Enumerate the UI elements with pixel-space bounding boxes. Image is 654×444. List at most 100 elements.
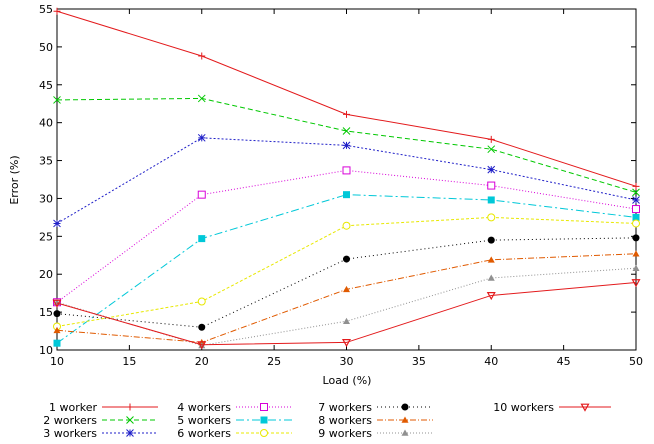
legend-entry: 3 workers [43,427,158,440]
y-tick-label: 35 [39,155,53,168]
legend-label: 7 workers [318,401,372,414]
data-point [632,182,640,190]
legend-entry: 6 workers [177,427,292,440]
x-axis-label: Load (%) [323,374,372,387]
data-point [342,221,351,230]
legend-label: 1 worker [49,401,97,414]
y-tick-label: 25 [39,230,53,243]
series-line [56,194,637,344]
data-point [342,141,351,150]
series-line [56,10,637,187]
series-6 [53,213,640,331]
legend-marker [260,416,268,424]
data-point [487,196,495,204]
series-8 [53,250,640,346]
series-2 [53,94,640,197]
x-tick-label: 30 [340,355,354,368]
y-tick-label: 10 [39,344,53,357]
legend-marker [580,403,590,412]
series-line [56,137,637,224]
data-point [631,279,641,288]
y-axis-label: Error (%) [8,155,21,204]
data-point [487,236,495,244]
data-point [53,7,61,15]
y-tick-label: 30 [39,192,53,205]
legend-marker [260,429,268,437]
legend-marker [126,416,134,424]
legend-marker [260,403,268,411]
legend-entry: 1 worker [49,401,158,414]
data-point [486,292,496,301]
data-point [197,297,206,306]
legend-label: 5 workers [177,414,231,427]
data-point [343,255,350,263]
data-point [341,339,352,348]
y-tick-label: 15 [39,306,53,319]
legend-label: 8 workers [318,414,372,427]
legend-entry: 9 workers [318,427,433,440]
series-line [56,267,637,346]
axis-ticks: 10 15 20 25 30 35 40 45 50 10 15 20 25 30 35 40 45 50 55 [39,3,643,368]
data-point [53,339,61,347]
series-line [56,97,637,193]
data-point [343,285,350,293]
legend-entry: 4 workers [177,401,292,414]
legend-entry: 7 workers [318,401,433,414]
series-line [56,237,637,328]
data-point [487,274,495,281]
data-point [487,145,496,154]
data-point [487,165,496,174]
series-3 [53,133,640,228]
data-point [53,219,61,228]
data-point [53,310,61,318]
data-point [53,96,61,104]
data-point [343,191,350,199]
x-tick-label: 45 [557,355,571,368]
series-group [52,7,641,350]
legend-marker [401,429,409,436]
data-point [487,181,496,190]
y-tick-label: 40 [39,117,53,130]
series-line [56,282,637,346]
y-tick-label: 45 [39,79,53,92]
x-tick-label: 10 [50,355,64,368]
legend-entry: 2 workers [43,414,158,427]
data-point [632,219,640,228]
series-9 [53,264,640,349]
data-point [632,213,640,221]
y-tick-label: 55 [39,3,53,16]
legend-label: 9 workers [318,427,372,440]
y-tick-label: 50 [39,41,53,54]
data-point [343,110,350,118]
legend-label: 6 workers [177,427,231,440]
legend-marker [401,403,409,411]
legend-marker [126,429,134,437]
data-point [198,52,206,60]
data-point [487,213,496,222]
series-line [56,169,637,303]
legend-entry: 8 workers [318,414,433,427]
data-point [53,326,61,334]
data-point [52,299,62,308]
series-line [56,216,637,328]
legend-marker [126,403,134,411]
data-point [632,196,640,204]
series-5 [53,191,640,347]
data-point [197,190,206,199]
data-point [197,94,206,103]
legend-label: 4 workers [177,401,231,414]
data-point [198,235,206,243]
data-point [632,188,640,197]
data-point [632,234,640,242]
x-tick-label: 50 [629,355,643,368]
x-tick-label: 25 [267,355,281,368]
data-point [632,205,640,214]
series-7 [53,234,640,331]
legend-entry: 10 workers [493,401,611,414]
legend-label: 3 workers [43,427,97,440]
series-10 [52,279,641,350]
data-point [487,135,495,143]
series-1 [53,7,640,190]
